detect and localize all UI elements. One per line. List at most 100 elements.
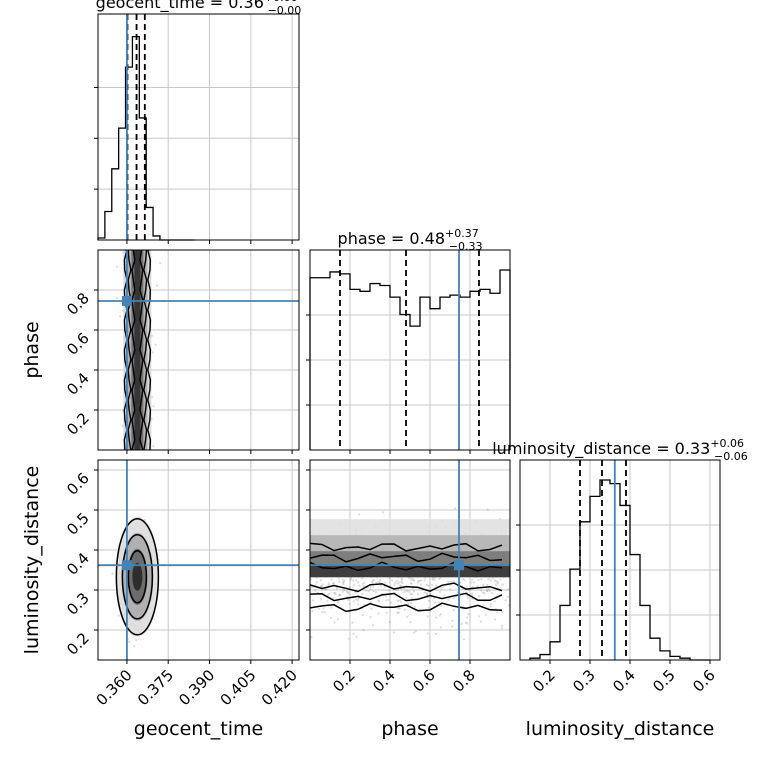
sample-point bbox=[320, 585, 323, 588]
sample-point bbox=[405, 590, 408, 593]
sample-point bbox=[466, 616, 469, 619]
sample-point bbox=[319, 598, 323, 601]
sample-point bbox=[466, 596, 469, 599]
x-tick-label: 0.2 bbox=[529, 666, 559, 696]
sample-point bbox=[384, 581, 387, 584]
density-geocent_time-luminosity_distance bbox=[111, 516, 160, 648]
sample-point bbox=[341, 578, 344, 581]
sample-point bbox=[427, 599, 431, 603]
sample-point bbox=[380, 584, 383, 587]
sample-point bbox=[485, 587, 488, 591]
sample-point bbox=[332, 582, 335, 585]
x-tick-label: 0.6 bbox=[689, 666, 719, 696]
sample-point bbox=[370, 581, 374, 584]
contour-line bbox=[127, 550, 148, 604]
sample-point bbox=[398, 607, 401, 610]
x-tick-label: 0.360 bbox=[93, 666, 136, 709]
sample-point bbox=[311, 610, 314, 613]
sample-point bbox=[347, 637, 350, 640]
sample-point bbox=[351, 621, 354, 624]
sample-point bbox=[342, 580, 345, 583]
histogram-panel-geocent_time bbox=[97, 13, 300, 241]
x-tick-label: 0.405 bbox=[217, 666, 260, 709]
sample-point bbox=[399, 599, 402, 602]
sample-point bbox=[496, 582, 499, 585]
sample-point bbox=[500, 624, 504, 627]
sample-point bbox=[372, 590, 375, 593]
pair-panel-geocent_time-phase bbox=[97, 249, 300, 451]
sample-point bbox=[418, 579, 421, 582]
sample-point bbox=[447, 598, 450, 601]
sample-point bbox=[403, 591, 406, 594]
sample-point bbox=[495, 583, 498, 586]
sample-point bbox=[354, 591, 357, 594]
sample-point bbox=[468, 589, 471, 592]
sample-point bbox=[322, 607, 325, 610]
sample-point bbox=[332, 591, 335, 594]
sample-point bbox=[429, 592, 432, 595]
sample-point bbox=[410, 582, 413, 585]
histogram-panel-phase bbox=[309, 249, 511, 451]
sample-point bbox=[490, 591, 493, 595]
sample-point bbox=[377, 599, 380, 602]
sample-point bbox=[462, 638, 466, 641]
sample-point bbox=[397, 611, 400, 614]
sample-point bbox=[410, 592, 414, 596]
sample-point bbox=[342, 583, 345, 586]
sample-point bbox=[439, 626, 442, 629]
sample-point bbox=[406, 615, 409, 619]
sample-point bbox=[319, 579, 322, 582]
sample-point bbox=[411, 587, 414, 590]
density-level bbox=[134, 250, 141, 450]
sample-point bbox=[434, 601, 437, 604]
sample-point bbox=[396, 582, 399, 585]
x-axis-label: geocent_time bbox=[134, 718, 263, 740]
sample-point bbox=[500, 627, 503, 630]
contour-line bbox=[131, 250, 136, 450]
title-superscript: +0.06 bbox=[710, 437, 744, 450]
sample-point bbox=[493, 579, 496, 582]
sample-point bbox=[152, 404, 155, 408]
sample-point bbox=[349, 577, 353, 580]
sample-point bbox=[338, 580, 341, 583]
contour-line bbox=[139, 250, 144, 450]
y-tick-label: 0.3 bbox=[63, 589, 93, 619]
sample-point bbox=[374, 591, 378, 594]
sample-point bbox=[370, 607, 373, 610]
sample-point bbox=[407, 576, 410, 580]
sample-point bbox=[487, 578, 490, 581]
histogram-phase bbox=[309, 269, 511, 450]
sample-point bbox=[371, 624, 374, 627]
y-axis-label: luminosity_distance bbox=[21, 466, 43, 655]
sample-point bbox=[413, 605, 416, 608]
sample-point bbox=[328, 592, 331, 595]
sample-point bbox=[348, 585, 351, 589]
y-tick-label: 0.2 bbox=[63, 409, 93, 439]
contour-line bbox=[143, 250, 148, 450]
sample-point bbox=[338, 593, 341, 596]
sample-point bbox=[385, 611, 388, 614]
sample-point bbox=[378, 600, 381, 603]
title-subscript: −0.00 bbox=[268, 4, 302, 17]
sample-point bbox=[352, 579, 355, 582]
y-tick-label: 0.8 bbox=[63, 289, 93, 319]
sample-point bbox=[412, 579, 415, 582]
sample-point bbox=[412, 579, 416, 582]
sample-point bbox=[121, 424, 124, 427]
sample-point bbox=[327, 584, 330, 587]
sample-point bbox=[489, 605, 492, 608]
sample-point bbox=[416, 581, 419, 584]
sample-point bbox=[434, 632, 438, 636]
sample-point bbox=[477, 615, 481, 618]
sample-point bbox=[439, 613, 442, 616]
sample-point bbox=[477, 579, 480, 582]
sample-point bbox=[310, 586, 314, 589]
contour-line bbox=[123, 250, 128, 450]
density-level bbox=[132, 562, 143, 591]
sample-point bbox=[326, 599, 329, 602]
sample-point bbox=[489, 602, 492, 606]
sample-point bbox=[336, 618, 339, 621]
sample-point bbox=[365, 589, 368, 593]
sample-point bbox=[337, 577, 340, 580]
sample-point bbox=[433, 578, 436, 582]
